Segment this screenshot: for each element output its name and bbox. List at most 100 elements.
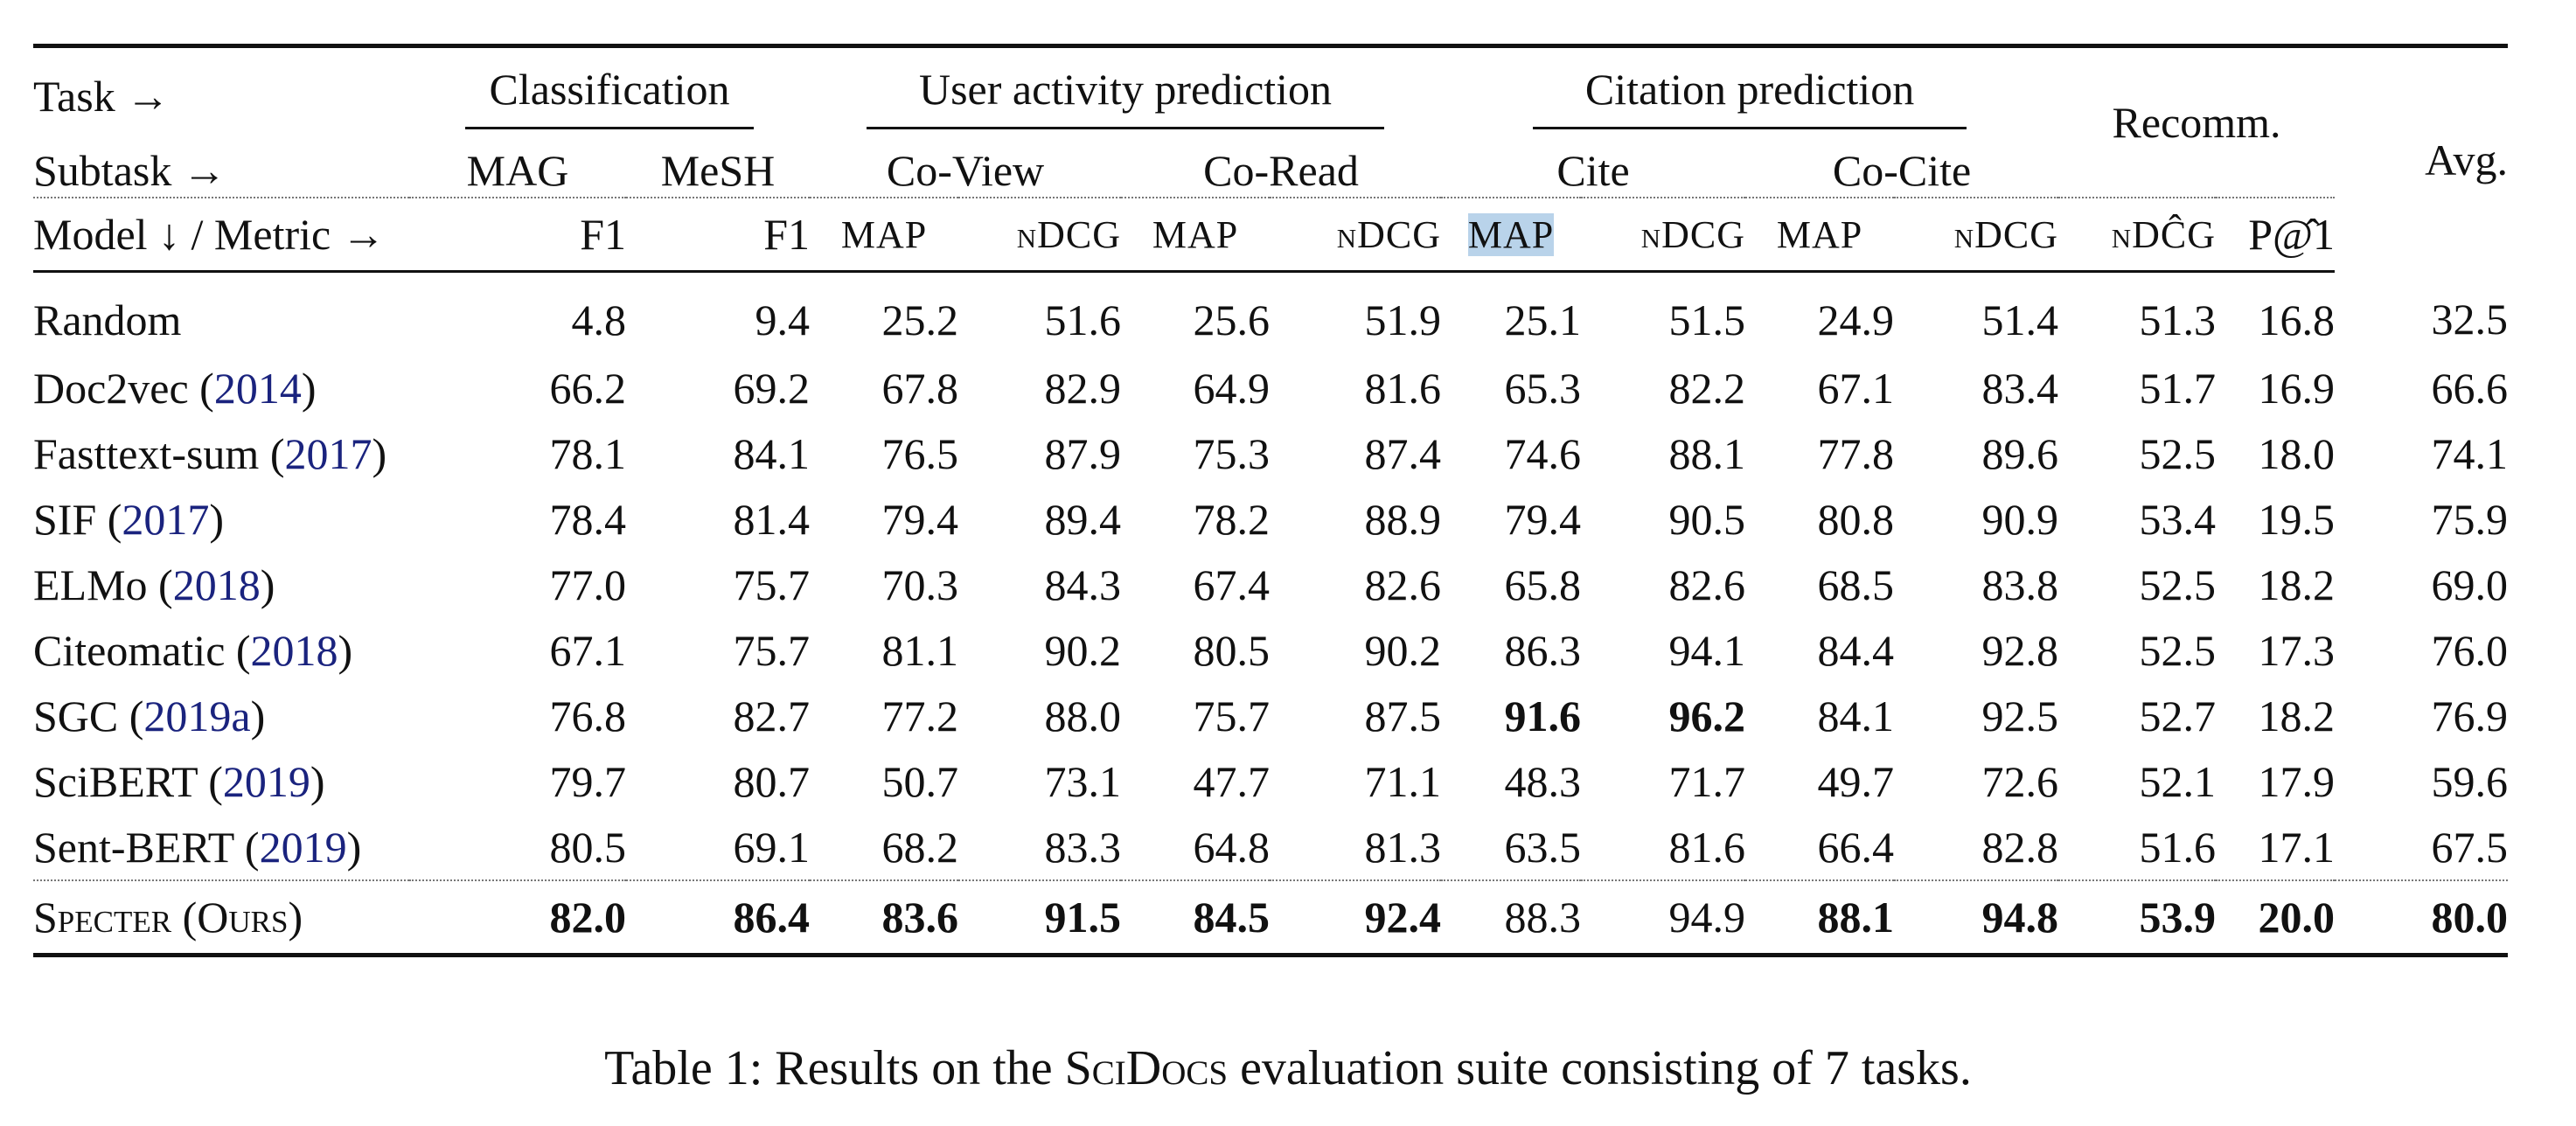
model-name-cell: SGC (2019a) <box>33 683 409 748</box>
score-cell: 91.6 <box>1504 691 1582 740</box>
metric-cite-ndcg: nDCG <box>1581 197 1746 273</box>
table-row: ELMo (2018) 77.0 75.7 70.3 84.3 67.4 82.6 65.8 8… <box>33 552 2508 617</box>
results-table: Task → Classification User activity pred… <box>33 44 2509 957</box>
subtask-header-row: Subtask → MAG MeSH Co-View Co-Read Cite … <box>33 144 2508 198</box>
score-cell: 81.4 <box>733 494 811 544</box>
score-cell: 51.4 <box>1981 295 2059 344</box>
caption-suffix: evaluation suite consisting of 7 tasks. <box>1228 1041 1972 1095</box>
model-name-cell: Random <box>33 272 409 356</box>
citation-close-paren: ) <box>260 560 275 609</box>
metric-cocite-map: MAP <box>1745 197 1895 273</box>
model-name-cell: Specter (Ours) <box>33 879 409 957</box>
score-cell: 75.9 <box>2431 494 2509 544</box>
score-cell: 83.8 <box>1981 560 2059 609</box>
score-cell: 78.4 <box>549 494 627 544</box>
results-table-wrapper: Task → Classification User activity pred… <box>33 44 2509 957</box>
citation-year-link[interactable]: 2017 <box>122 494 210 544</box>
score-cell: 52.1 <box>2139 756 2217 806</box>
table-row: Doc2vec (2014) 66.2 69.2 67.8 82.9 64.9 81.6 65… <box>33 355 2508 421</box>
table-row: Sent-BERT (2019) 80.5 69.1 68.2 83.3 64.8 81.3… <box>33 814 2508 880</box>
task-citation-label: Citation prediction <box>1532 64 1967 129</box>
metric-cite-map-text[interactable]: MAP <box>1467 212 1555 256</box>
score-cell: 70.3 <box>881 560 959 609</box>
score-cell: 67.1 <box>549 625 627 675</box>
model-name: Citeomatic ( <box>33 625 251 675</box>
score-cell: 91.5 <box>958 879 1122 957</box>
task-citation: Citation prediction <box>1441 44 2059 144</box>
metric-coview-ndcg: nDCG <box>958 197 1122 273</box>
score-cell: 67.4 <box>1193 560 1271 609</box>
score-cell: 73.1 <box>1044 756 1122 806</box>
score-cell: 75.3 <box>1193 428 1271 478</box>
score-cell: 52.5 <box>2139 428 2217 478</box>
metric-recomm-ndcg: nDĈG <box>2058 197 2217 273</box>
score-cell: 81.6 <box>1668 822 1746 872</box>
score-cell: 64.9 <box>1193 363 1271 413</box>
citation-year-link[interactable]: 2018 <box>172 560 261 609</box>
model-name: Random <box>33 295 182 344</box>
subtask-coread: Co-Read <box>1203 146 1359 195</box>
citation-year-link[interactable]: 2014 <box>213 363 302 413</box>
table-row: Fasttext-sum (2017) 78.1 84.1 76.5 87.9 75.3 8… <box>33 421 2508 486</box>
score-cell: 90.2 <box>1044 625 1122 675</box>
score-cell: 25.1 <box>1504 295 1582 344</box>
citation-year-link[interactable]: 2018 <box>250 625 338 675</box>
citation-year-link[interactable]: 2019 <box>259 822 347 872</box>
caption-prefix: Table 1: Results on the <box>604 1041 1065 1095</box>
score-cell: 72.6 <box>1981 756 2059 806</box>
score-cell: 78.1 <box>549 428 627 478</box>
task-avg: Avg. <box>2335 44 2509 272</box>
score-cell: 51.3 <box>2139 295 2217 344</box>
score-cell: 96.2 <box>1668 691 1746 740</box>
score-cell: 77.8 <box>1817 428 1895 478</box>
score-cell: 48.3 <box>1504 756 1582 806</box>
score-cell: 67.5 <box>2431 822 2509 872</box>
score-cell: 80.5 <box>1193 625 1271 675</box>
citation-year-link[interactable]: 2019a <box>143 691 251 740</box>
score-cell: 75.7 <box>1193 691 1271 740</box>
metric-recomm-p1: P@̂1 <box>2216 197 2336 273</box>
score-cell: 74.6 <box>1504 428 1582 478</box>
model-name: SciBERT ( <box>33 756 223 806</box>
score-cell: 64.8 <box>1193 822 1271 872</box>
score-cell: 59.6 <box>2431 756 2509 806</box>
score-cell: 75.7 <box>733 625 811 675</box>
citation-year-link[interactable]: 2019 <box>222 756 310 806</box>
score-cell: 24.9 <box>1817 295 1895 344</box>
score-cell: 86.4 <box>626 879 811 957</box>
citation-year-link[interactable]: 2017 <box>284 428 372 478</box>
score-cell: 88.3 <box>1441 879 1582 957</box>
score-cell: 90.2 <box>1364 625 1442 675</box>
score-cell: 67.1 <box>1817 363 1895 413</box>
score-cell: 82.6 <box>1364 560 1442 609</box>
score-cell: 25.2 <box>881 295 959 344</box>
score-cell: 49.7 <box>1817 756 1895 806</box>
score-cell: 76.9 <box>2431 691 2509 740</box>
score-cell: 65.8 <box>1504 560 1582 609</box>
score-cell: 88.1 <box>1745 879 1895 957</box>
table-row: SciBERT (2019) 79.7 80.7 50.7 73.1 47.7 71.1 48… <box>33 748 2508 814</box>
score-cell: 82.0 <box>409 879 626 957</box>
score-cell: 53.9 <box>2058 879 2217 957</box>
model-name: ELMo ( <box>33 560 173 609</box>
task-user-activity-label: User activity prediction <box>866 64 1385 129</box>
score-cell: 16.9 <box>2258 363 2336 413</box>
score-cell: 77.0 <box>549 560 627 609</box>
metric-coview-map: MAP <box>810 197 959 273</box>
model-name-cell: SIF (2017) <box>33 486 409 552</box>
score-cell: 67.8 <box>881 363 959 413</box>
score-cell: 18.0 <box>2258 428 2336 478</box>
score-cell: 69.1 <box>733 822 811 872</box>
metric-header-row: Model ↓ / Metric → F1 F1 MAP nDCG MAP nD… <box>33 197 2508 273</box>
citation-close-paren: ) <box>209 494 225 544</box>
score-cell: 84.3 <box>1044 560 1122 609</box>
model-name-cell: Citeomatic (2018) <box>33 617 409 683</box>
score-cell: 51.9 <box>1364 295 1442 344</box>
score-cell: 16.8 <box>2258 295 2336 344</box>
score-cell: 66.6 <box>2431 363 2509 413</box>
model-name-cell: ELMo (2018) <box>33 552 409 617</box>
metric-label: Model ↓ / Metric → <box>33 197 409 273</box>
model-name-cell: Doc2vec (2014) <box>33 355 409 421</box>
score-cell: 92.8 <box>1981 625 2059 675</box>
score-cell: 4.8 <box>571 295 627 344</box>
